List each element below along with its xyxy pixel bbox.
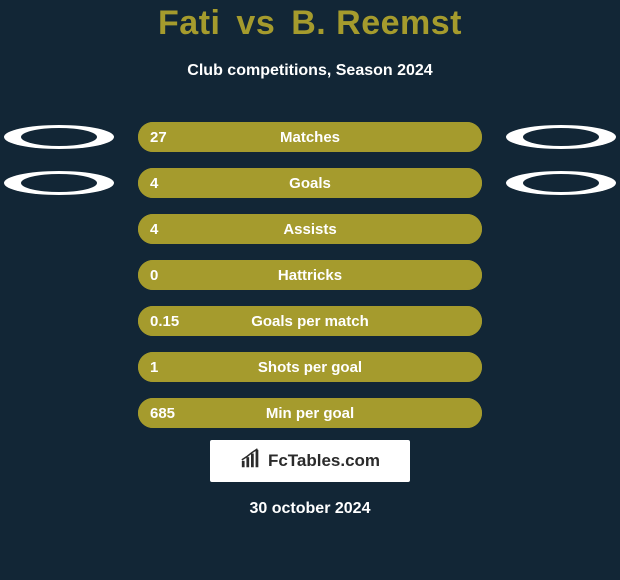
- ellipse-inner-icon: [523, 128, 599, 146]
- stat-bar: 1Shots per goal: [138, 352, 482, 382]
- stat-row: 1Shots per goal: [0, 352, 620, 382]
- stat-row: 4Assists: [0, 214, 620, 244]
- stat-label: Hattricks: [138, 260, 482, 290]
- stat-row: 685Min per goal: [0, 398, 620, 428]
- stat-bar: 0Hattricks: [138, 260, 482, 290]
- stat-label: Assists: [138, 214, 482, 244]
- ellipse-inner-icon: [523, 174, 599, 192]
- player-marker-right: [506, 125, 616, 149]
- title-player2: B. Reemst: [291, 4, 462, 42]
- ellipse-inner-icon: [21, 174, 97, 192]
- player-marker-left: [4, 125, 114, 149]
- ellipse-inner-icon: [21, 128, 97, 146]
- bar-chart-icon: [240, 448, 262, 475]
- stat-row: 27Matches: [0, 122, 620, 152]
- stat-bar: 27Matches: [138, 122, 482, 152]
- stat-label: Matches: [138, 122, 482, 152]
- stat-bar: 4Goals: [138, 168, 482, 198]
- logo-badge: FcTables.com: [210, 440, 410, 482]
- stat-label: Goals: [138, 168, 482, 198]
- stat-bar: 0.15Goals per match: [138, 306, 482, 336]
- date-caption: 30 october 2024: [0, 500, 620, 518]
- title-player1: Fati: [158, 4, 220, 42]
- player-marker-left: [4, 171, 114, 195]
- stat-row: 0.15Goals per match: [0, 306, 620, 336]
- comparison-infographic: Fati vs B. Reemst Club competitions, Sea…: [0, 0, 620, 580]
- stat-label: Shots per goal: [138, 352, 482, 382]
- player-marker-right: [506, 171, 616, 195]
- stat-bar: 4Assists: [138, 214, 482, 244]
- stat-row: 4Goals: [0, 168, 620, 198]
- page-title: Fati vs B. Reemst: [0, 4, 620, 43]
- stat-row: 0Hattricks: [0, 260, 620, 290]
- stat-rows: 27Matches 4Goals 4Assists 0Hattricks 0.15Goa…: [0, 122, 620, 444]
- title-vs: vs: [236, 4, 275, 42]
- subtitle: Club competitions, Season 2024: [0, 62, 620, 80]
- stat-bar: 685Min per goal: [138, 398, 482, 428]
- stat-label: Goals per match: [138, 306, 482, 336]
- stat-label: Min per goal: [138, 398, 482, 428]
- logo-text: FcTables.com: [268, 451, 380, 471]
